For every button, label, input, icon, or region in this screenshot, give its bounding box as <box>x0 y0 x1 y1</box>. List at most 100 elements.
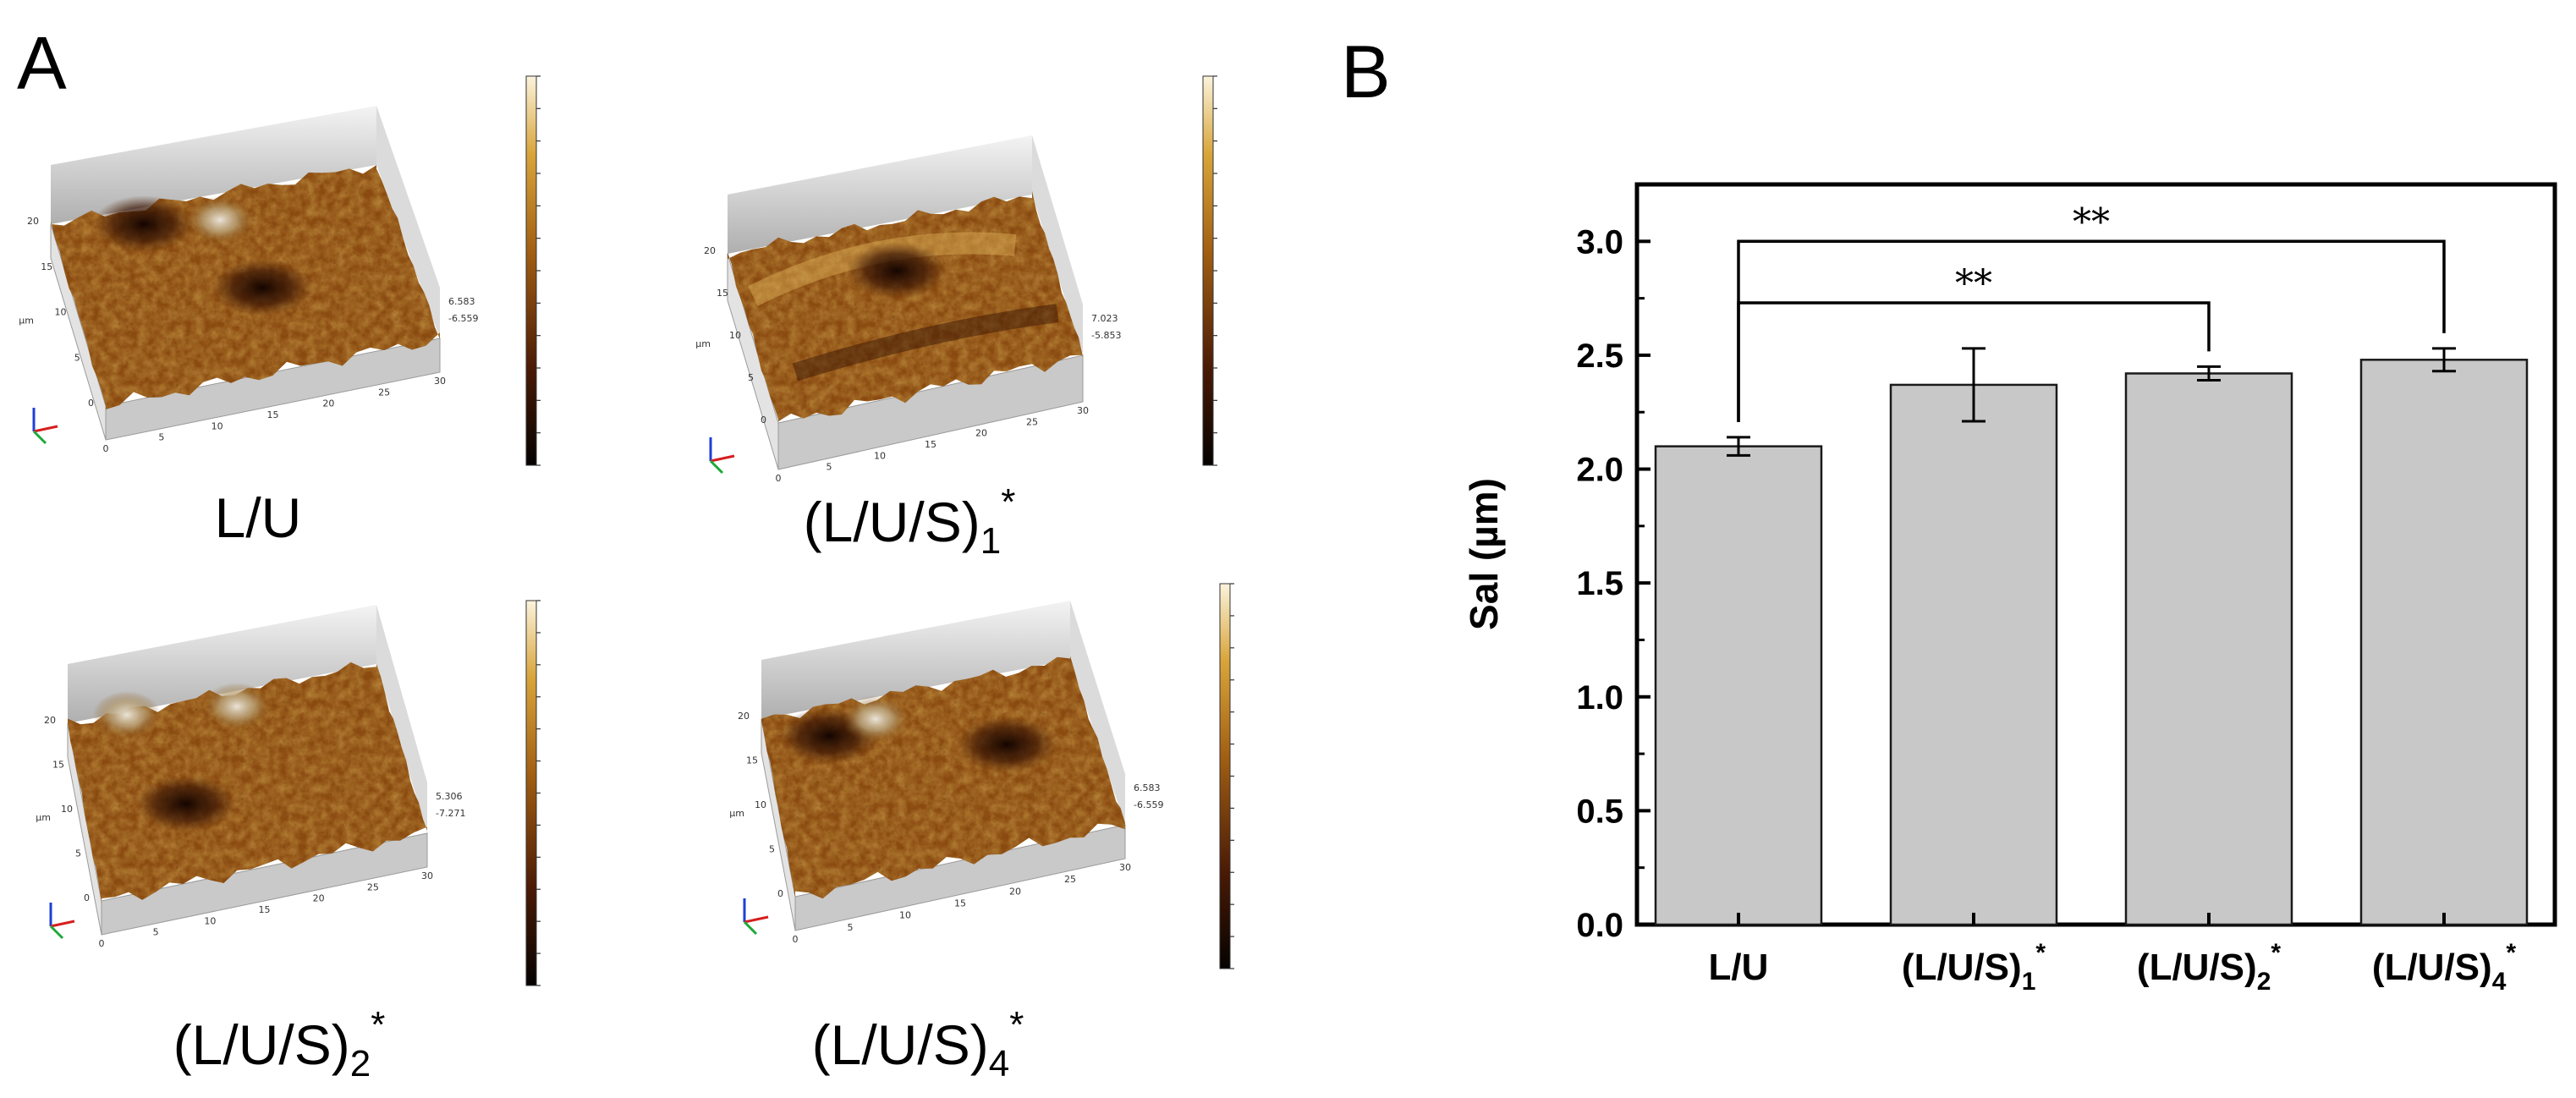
afm-valley-value: -7.271 <box>436 808 465 819</box>
bar <box>1654 445 1823 926</box>
afm-peak-value: 6.583 <box>448 296 475 307</box>
panel-b-letter: B <box>1341 30 1391 113</box>
afm-side-wall <box>376 605 427 833</box>
afm-axis-tick: 5 <box>769 844 775 855</box>
afm-axis-tick: 25 <box>378 387 390 398</box>
afm-side-wall <box>1032 135 1083 355</box>
y-axis-arrow <box>32 430 47 445</box>
afm-valley-value: -6.559 <box>448 313 478 324</box>
afm-peak-value: 6.583 <box>1134 782 1161 793</box>
afm-axis-tick: 0 <box>793 934 799 945</box>
afm-peak-value: 7.023 <box>1091 313 1118 324</box>
afm-valley <box>792 304 1059 382</box>
x-tick-label: (L/U/S)2* <box>2137 939 2281 996</box>
afm-axis-tick: 0 <box>761 414 766 425</box>
afm-pit <box>211 259 313 316</box>
colorbar <box>1202 75 1217 466</box>
afm-axis-unit: µm <box>19 316 34 327</box>
afm-axis-tick: 5 <box>748 372 754 383</box>
afm-label-lus2: (L/U/S)2* <box>173 1004 386 1084</box>
afm-axis-tick: 30 <box>1119 862 1131 873</box>
colorbar <box>525 75 541 466</box>
afm-axis-tick: 0 <box>99 938 105 949</box>
afm-pit <box>846 242 947 299</box>
afm-axis-tick: 0 <box>84 892 90 903</box>
afm-peak <box>186 196 254 244</box>
afm-axis-tick: 20 <box>704 245 716 256</box>
afm-axis-tick: 15 <box>52 760 64 771</box>
afm-axis-unit: µm <box>695 338 711 349</box>
y-tick-label: 0.5 <box>1576 793 1623 830</box>
afm-axis-tick: 20 <box>27 216 39 227</box>
x-tick-label: (L/U/S)1* <box>1902 939 2046 996</box>
afm-axis-tick: 30 <box>434 376 446 387</box>
afm-peak <box>93 691 161 738</box>
bar <box>2124 372 2293 926</box>
afm-side-wall <box>376 106 440 338</box>
significance-bracket <box>1737 239 2446 422</box>
y-axis-label: Sal (µm) <box>1462 478 1506 630</box>
y-tick-label: 1.0 <box>1576 679 1623 716</box>
afm-image: 0 5 10 15 20 25 30 20 15 10 5 0 µm 5.306 -7.271 <box>36 605 465 949</box>
afm-axis-tick: 15 <box>41 261 52 272</box>
bar <box>1889 383 2058 926</box>
afm-peak <box>842 695 909 743</box>
afm-axis-tick: 15 <box>925 439 936 450</box>
afm-axis-tick: 10 <box>729 330 741 341</box>
afm-axis-tick: 25 <box>367 881 379 892</box>
afm-axis-tick: 5 <box>158 432 164 443</box>
afm-axis-tick: 0 <box>777 888 783 899</box>
afm-axis-tick: 10 <box>755 799 766 810</box>
y-tick-label: 1.5 <box>1576 565 1623 602</box>
afm-back-wall <box>728 135 1032 254</box>
afm-axis-tick: 10 <box>61 804 73 815</box>
afm-pit <box>956 716 1057 773</box>
y-tick-label: 3.0 <box>1576 223 1623 261</box>
afm-axis-tick: 15 <box>954 898 966 909</box>
significance-label: ** <box>1955 262 1992 305</box>
afm-axis-tick: 30 <box>421 870 433 881</box>
afm-peak-value: 5.306 <box>436 791 463 802</box>
bar-chart: Sal (µm) 0.0 0.5 1.0 1.5 2.0 2.5 3.0 L/U (L/U/S)… <box>1462 182 2557 996</box>
afm-axis-tick: 20 <box>975 428 987 439</box>
afm-axis-tick: 10 <box>874 450 886 461</box>
x-tick-label: L/U <box>1709 947 1769 988</box>
significance-label: ** <box>2073 200 2110 244</box>
y-axis-arrow <box>743 920 758 936</box>
afm-axis-tick: 20 <box>1009 886 1021 897</box>
afm-label-lus4: (L/U/S)4* <box>812 1004 1024 1084</box>
afm-axis-tick: 20 <box>44 715 56 726</box>
afm-axis-tick: 20 <box>322 398 334 409</box>
afm-axis-tick: 5 <box>74 352 80 363</box>
afm-axis-tick: 10 <box>204 915 216 926</box>
afm-image: 0 5 10 15 20 25 30 20 15 10 5 0 µm 7.023 -5.853 <box>695 135 1121 484</box>
afm-axis-tick: 30 <box>1077 405 1089 416</box>
afm-axis-tick: 5 <box>75 848 81 859</box>
afm-axis-unit: µm <box>36 812 51 823</box>
y-axis-arrow <box>709 459 724 475</box>
bar <box>2359 359 2529 926</box>
afm-pit <box>135 775 237 832</box>
xyz-axis-indicator <box>743 898 769 936</box>
afm-axis-tick: 15 <box>746 755 758 766</box>
x-axis-arrow <box>50 920 75 928</box>
afm-axis-tick: 20 <box>313 893 325 904</box>
afm-axis-tick: 25 <box>1026 416 1038 427</box>
xyz-axis-indicator <box>49 903 75 940</box>
x-tick-label: (L/U/S)4* <box>2372 939 2516 996</box>
panel-a-letter: A <box>17 21 67 105</box>
afm-axis-tick: 0 <box>88 398 94 409</box>
y-axis-arrow <box>49 925 64 940</box>
afm-back-wall <box>51 106 376 224</box>
afm-axis-tick: 10 <box>899 910 911 921</box>
xyz-axis-indicator <box>709 437 735 475</box>
xyz-axis-indicator <box>32 408 58 445</box>
afm-valley-value: -6.559 <box>1134 799 1163 810</box>
colorbar <box>1219 583 1234 969</box>
afm-axis-tick: 5 <box>153 927 159 938</box>
afm-image: 0 5 10 15 20 25 30 20 15 10 5 0 µm 6.583 -6.559 <box>19 106 478 454</box>
afm-label-lus1: (L/U/S)1* <box>804 481 1016 562</box>
afm-axis-tick: 10 <box>55 307 67 318</box>
plot-frame <box>1634 182 2557 927</box>
